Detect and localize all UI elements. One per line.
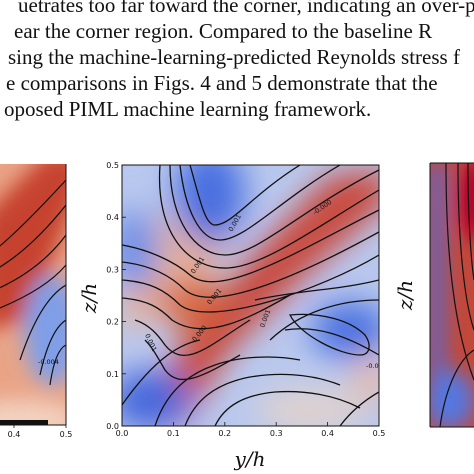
right-panel: z/h bbox=[393, 162, 474, 428]
x-tick-label: 0.2 bbox=[218, 429, 231, 438]
center-ticks: 0.0 0.1 0.2 0.3 0.4 0.5 0.0 0.1 0.2 0.3 0.4 0.5 bbox=[106, 161, 385, 438]
center-y-axis-label: z/h bbox=[77, 283, 101, 314]
text-line-2: ear the corner region. Compared to the b… bbox=[14, 19, 433, 43]
text-line-3: sing the machine-learning-predicted Reyn… bbox=[8, 45, 460, 69]
left-colorbar-fragment bbox=[0, 420, 48, 425]
text-line-5: oposed PIML machine learning framework. bbox=[4, 97, 372, 121]
center-heatmap: 0.001 -0.000 0.001 0.001 0.000 0.001 0.0… bbox=[122, 165, 387, 426]
x-tick-label: 0.3 bbox=[270, 429, 283, 438]
center-panel: 0.001 -0.000 0.001 0.001 0.000 0.001 0.0… bbox=[77, 161, 387, 471]
y-tick-label: 0.3 bbox=[106, 265, 119, 274]
x-tick-label: 0.1 bbox=[167, 429, 180, 438]
right-y-axis-label: z/h bbox=[393, 280, 417, 311]
center-contour-label-8: -0.004 bbox=[366, 362, 387, 370]
left-x-tick-0.5: 0.5 bbox=[60, 430, 73, 439]
center-x-axis-label: y/h bbox=[234, 447, 266, 471]
y-tick-label: 0.0 bbox=[106, 422, 119, 431]
text-line-4: e comparisons in Figs. 4 and 5 demonstra… bbox=[6, 71, 438, 95]
x-tick-label: 0.5 bbox=[373, 429, 386, 438]
y-tick-label: 0.5 bbox=[106, 161, 119, 170]
paper-text: uetrates too far toward the corner, indi… bbox=[0, 0, 474, 130]
text-line-1: uetrates too far toward the corner, indi… bbox=[18, 0, 474, 17]
left-x-tick-0.4: 0.4 bbox=[8, 430, 21, 439]
center-axes-frame bbox=[121, 164, 380, 427]
left-panel: -0.004 0.4 0.5 bbox=[0, 164, 73, 439]
y-tick-label: 0.4 bbox=[106, 213, 119, 222]
x-tick-label: 0.0 bbox=[116, 429, 129, 438]
left-contour-label: -0.004 bbox=[38, 358, 59, 366]
y-tick-label: 0.1 bbox=[106, 370, 119, 379]
figure-contour-panels: -0.004 0.4 0.5 bbox=[0, 161, 474, 471]
y-tick-label: 0.2 bbox=[106, 318, 119, 327]
x-tick-label: 0.4 bbox=[321, 429, 334, 438]
